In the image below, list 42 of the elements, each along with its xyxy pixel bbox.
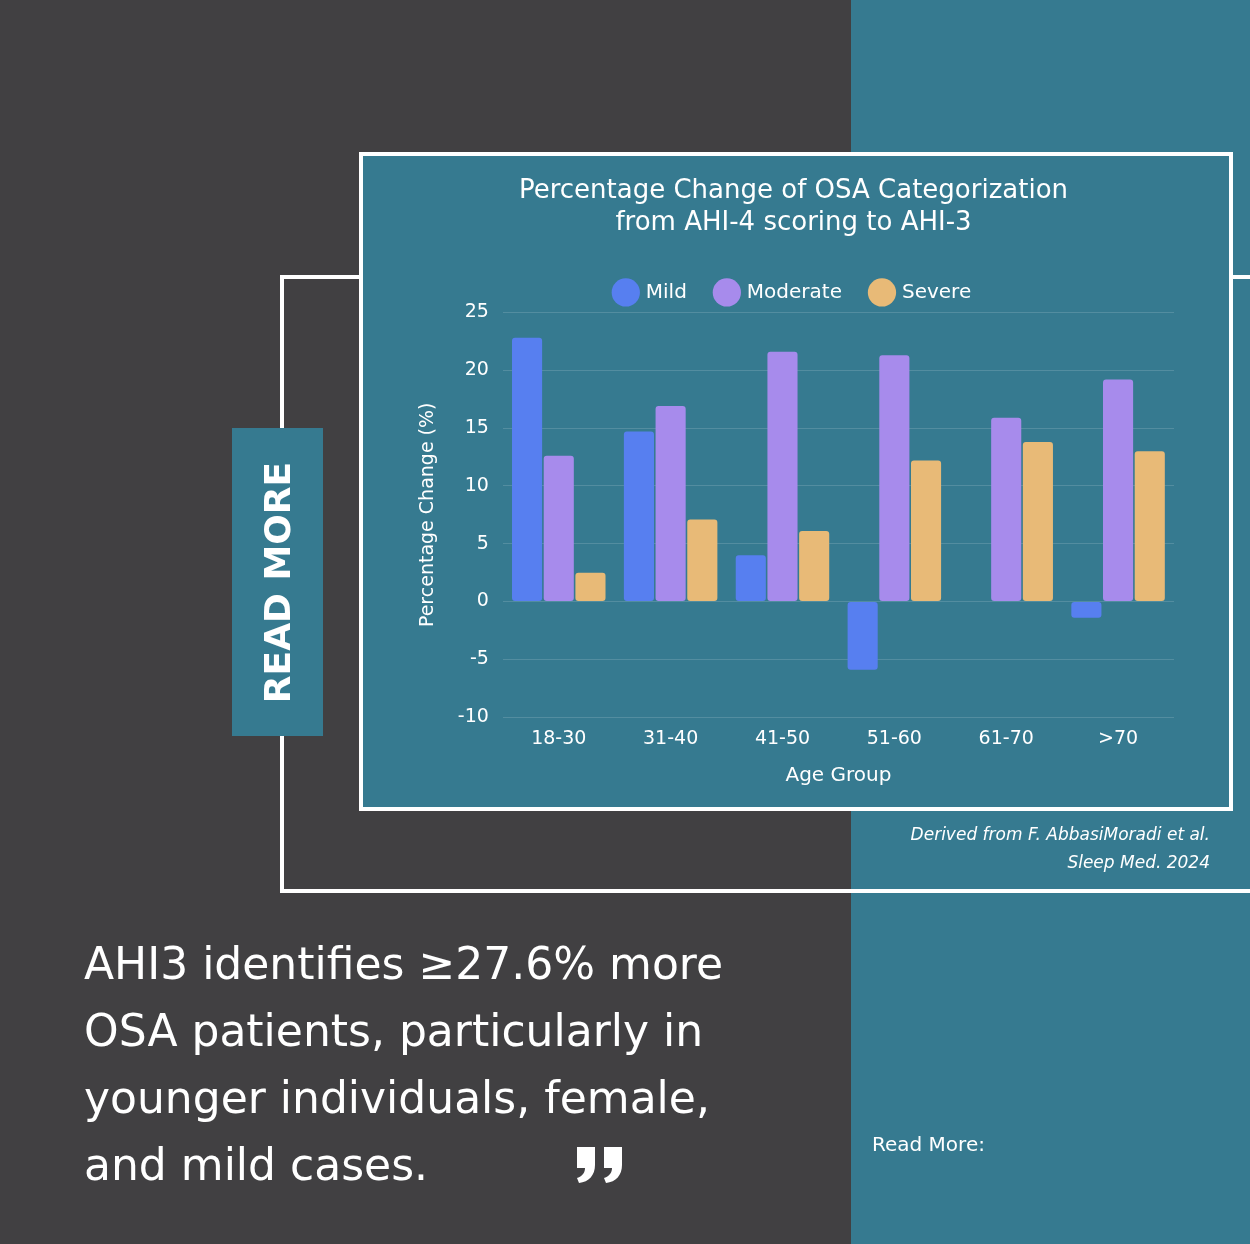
bar [879,355,910,602]
text: READ MORE [257,461,298,703]
bar [687,519,718,602]
text: Derived from F. AbbasiMoradi et al. Sleep Med. 2024 [910,823,1210,874]
bar [655,406,686,602]
text: Read More: [872,1132,985,1156]
bar [1134,451,1165,602]
y-tick-label: 15 [464,414,489,437]
y-tick-label: -10 [457,704,489,727]
bar [767,351,798,602]
bar [512,337,543,602]
bar [623,431,654,602]
bar [735,555,766,602]
x-tick-label: >70 [1098,725,1139,748]
text: Percentage Change of OSA Categorization [518,174,1069,205]
text: AHI3 identifies ≥27.6% more OSA patients, particularly in younger individuals, female, and mild cases. [84,937,725,1192]
x-tick-label: 51-60 [866,725,922,748]
legend-label: Severe [901,278,972,303]
bar [910,460,942,602]
y-tick-label: 25 [464,299,489,322]
bar [575,572,606,602]
y-tick-label: 0 [476,588,489,611]
y-tick-label: 5 [476,530,489,553]
y-tick-label: 10 [464,472,489,495]
bar [799,530,830,602]
x-axis-title: Age Group [785,762,892,787]
bar [991,417,1022,602]
legend-label: Moderate [746,278,842,303]
bar [1071,602,1102,618]
x-tick-label: 61-70 [978,725,1034,748]
legend-label: Mild [645,278,687,303]
x-tick-label: 41-50 [754,725,811,748]
bar [543,455,574,602]
x-tick-label: 18-30 [531,725,587,748]
bar [1103,379,1134,602]
bar [847,602,878,670]
text: from AHI-4 scoring to AHI-3 [615,205,972,236]
y-tick-label: 20 [464,357,489,380]
x-tick-label: 31-40 [643,725,699,748]
y-tick-label: -5 [469,646,489,669]
y-axis-title: Percentage Change (%) [415,402,438,628]
bar [1022,441,1053,602]
